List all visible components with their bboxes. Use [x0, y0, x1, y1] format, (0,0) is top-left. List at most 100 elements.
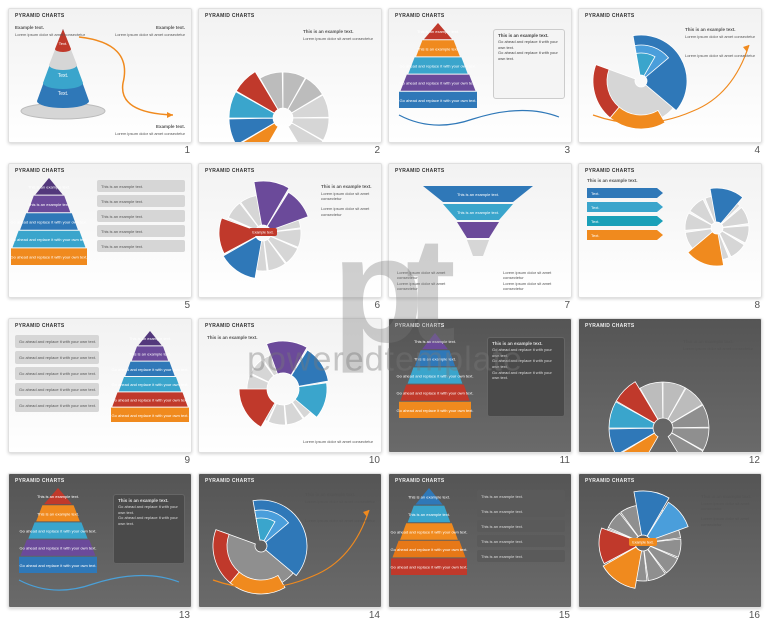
slide-cell-12[interactable]: PYRAMID CHARTS This is an example text.L… — [578, 318, 762, 467]
svg-text:This is an example text.: This is an example text. — [417, 29, 459, 34]
svg-text:Go ahead and replace it with y: Go ahead and replace it with your own te… — [391, 565, 468, 570]
svg-text:Example text.: Example text. — [632, 541, 653, 545]
svg-text:Text.: Text. — [58, 91, 69, 97]
svg-text:This is an example text.: This is an example text. — [37, 494, 79, 499]
svg-text:Go ahead and replace it with y: Go ahead and replace it with your own te… — [400, 98, 477, 103]
svg-text:Go ahead and replace it with y: Go ahead and replace it with your own te… — [11, 255, 88, 260]
svg-text:This is an example text.: This is an example text. — [457, 210, 499, 215]
slide-cell-14[interactable]: PYRAMID CHARTS This is an example text.L… — [198, 473, 382, 622]
slide-title: PYRAMID CHARTS — [395, 13, 444, 19]
slide-title: PYRAMID CHARTS — [15, 13, 64, 19]
slide-cell-10[interactable]: PYRAMID CHARTS This is an example text. … — [198, 318, 382, 467]
slide-thumbnail[interactable]: PYRAMID CHARTS This is an example text.L… — [198, 8, 382, 143]
slide-number: 1 — [184, 144, 190, 157]
svg-text:This is an example text.: This is an example text. — [28, 202, 70, 207]
slide-grid: PYRAMID CHARTS Text. Text. Text. Example… — [0, 0, 770, 630]
slide-title: PYRAMID CHARTS — [205, 13, 254, 19]
slide-content: This is an example text. This is an examp… — [13, 488, 187, 603]
slide-content: This is an example text. This is an exam… — [393, 178, 567, 293]
svg-text:Go ahead and replace it with y: Go ahead and replace it with your own te… — [400, 64, 477, 69]
svg-text:Go ahead and replace it with y: Go ahead and replace it with your own te… — [11, 237, 88, 242]
slide-number: 12 — [749, 454, 760, 467]
slide-title: PYRAMID CHARTS — [15, 168, 64, 174]
slide-cell-2[interactable]: PYRAMID CHARTS This is an example text.L… — [198, 8, 382, 157]
slide-content: This is an example text. This is an examp… — [393, 488, 567, 603]
slide-number: 5 — [184, 299, 190, 312]
slide-title: PYRAMID CHARTS — [205, 323, 254, 329]
svg-text:This is an example text.: This is an example text. — [408, 512, 450, 517]
svg-text:Go ahead and replace it with y: Go ahead and replace it with your own te… — [11, 220, 88, 225]
slide-title: PYRAMID CHARTS — [585, 168, 634, 174]
slide-cell-11[interactable]: PYRAMID CHARTS This is an example text. T… — [388, 318, 572, 467]
slide-content: Example text.This is an example text.Lor… — [583, 488, 757, 603]
slide-thumbnail[interactable]: PYRAMID CHARTS This is an example text.L… — [198, 473, 382, 608]
slide-content: This is an example text. Lorem ipsum dol… — [203, 333, 377, 448]
slide-number: 4 — [754, 144, 760, 157]
slide-thumbnail[interactable]: PYRAMID CHARTS This is an example text. … — [388, 163, 572, 298]
slide-thumbnail[interactable]: PYRAMID CHARTS This is an example text.T… — [388, 473, 572, 608]
slide-thumbnail[interactable]: PYRAMID CHARTS This is an example text.L… — [578, 318, 762, 453]
svg-text:This is an example text.: This is an example text. — [37, 511, 79, 516]
slide-title: PYRAMID CHARTS — [205, 168, 254, 174]
slide-cell-13[interactable]: PYRAMID CHARTS This is an example text.T… — [8, 473, 192, 622]
svg-text:Go ahead and replace it with y: Go ahead and replace it with your own te… — [20, 529, 97, 534]
slide-cell-8[interactable]: PYRAMID CHARTS Text.Text.Text.Text. This… — [578, 163, 762, 312]
slide-number: 13 — [179, 609, 190, 622]
svg-text:This is an example text.: This is an example text. — [129, 336, 171, 341]
svg-text:Go ahead and replace it with y: Go ahead and replace it with your own te… — [112, 413, 189, 418]
slide-title: PYRAMID CHARTS — [585, 478, 634, 484]
slide-cell-3[interactable]: PYRAMID CHARTS This is an example text. T… — [388, 8, 572, 157]
slide-thumbnail[interactable]: PYRAMID CHARTS Text.Text.Text.Text. This… — [578, 163, 762, 298]
svg-text:This is an example text.: This is an example text. — [414, 339, 456, 344]
svg-text:Go ahead and replace it with y: Go ahead and replace it with your own te… — [391, 547, 468, 552]
slide-thumbnail[interactable]: PYRAMID CHARTS This is an example text. T… — [388, 318, 572, 453]
svg-text:This is an example text.: This is an example text. — [414, 356, 456, 361]
slide-content: This is an example text.Lorem ipsum dolo… — [583, 333, 757, 448]
svg-text:Go ahead and replace it with y: Go ahead and replace it with your own te… — [400, 81, 477, 86]
svg-text:This is an example text.: This is an example text. — [417, 46, 459, 51]
slide-cell-15[interactable]: PYRAMID CHARTS This is an example text.T… — [388, 473, 572, 622]
slide-thumbnail[interactable]: PYRAMID CHARTS Example text.This is an e… — [578, 473, 762, 608]
slide-content: This is an example text.Lorem ipsum dolo… — [583, 23, 757, 138]
slide-title: PYRAMID CHARTS — [15, 323, 64, 329]
svg-text:Go ahead and replace it with y: Go ahead and replace it with your own te… — [397, 408, 474, 413]
svg-text:Go ahead and replace it with y: Go ahead and replace it with your own te… — [20, 563, 97, 568]
slide-thumbnail[interactable]: PYRAMID CHARTS This is an example text.T… — [8, 163, 192, 298]
slide-cell-5[interactable]: PYRAMID CHARTS This is an example text.T… — [8, 163, 192, 312]
slide-cell-1[interactable]: PYRAMID CHARTS Text. Text. Text. Example… — [8, 8, 192, 157]
slide-thumbnail[interactable]: PYRAMID CHARTS This is an example text. T… — [388, 8, 572, 143]
svg-text:This is an example text.: This is an example text. — [129, 352, 171, 357]
slide-title: PYRAMID CHARTS — [585, 323, 634, 329]
slide-title: PYRAMID CHARTS — [585, 13, 634, 19]
slide-content: Go ahead and replace it with your own te… — [13, 333, 187, 448]
slide-cell-9[interactable]: PYRAMID CHARTS Go ahead and replace it w… — [8, 318, 192, 467]
slide-cell-16[interactable]: PYRAMID CHARTS Example text.This is an e… — [578, 473, 762, 622]
slide-thumbnail[interactable]: PYRAMID CHARTS Go ahead and replace it w… — [8, 318, 192, 453]
svg-text:Text.: Text. — [58, 73, 69, 79]
slide-cell-4[interactable]: PYRAMID CHARTS This is an example text.L… — [578, 8, 762, 157]
slide-content: This is an example text.This is an examp… — [13, 178, 187, 293]
slide-cell-7[interactable]: PYRAMID CHARTS This is an example text. … — [388, 163, 572, 312]
svg-text:Go ahead and replace it with y: Go ahead and replace it with your own te… — [391, 530, 468, 535]
slide-number: 9 — [184, 454, 190, 467]
svg-text:Go ahead and replace it with y: Go ahead and replace it with your own te… — [397, 374, 474, 379]
slide-number: 14 — [369, 609, 380, 622]
svg-text:This is an example text.: This is an example text. — [408, 494, 450, 499]
slide-content: Text.Text.Text.Text. This is an example … — [583, 178, 757, 293]
slide-thumbnail[interactable]: PYRAMID CHARTS This is an example text.L… — [578, 8, 762, 143]
slide-thumbnail[interactable]: PYRAMID CHARTS This is an example text.T… — [8, 473, 192, 608]
svg-text:Go ahead and replace it with y: Go ahead and replace it with your own te… — [112, 382, 189, 387]
slide-number: 15 — [559, 609, 570, 622]
slide-number: 7 — [564, 299, 570, 312]
slide-number: 11 — [560, 454, 570, 467]
slide-thumbnail[interactable]: PYRAMID CHARTS This is an example text. … — [198, 318, 382, 453]
slide-cell-6[interactable]: PYRAMID CHARTS Example text.This is an e… — [198, 163, 382, 312]
slide-title: PYRAMID CHARTS — [15, 478, 64, 484]
slide-thumbnail[interactable]: PYRAMID CHARTS Text. Text. Text. Example… — [8, 8, 192, 143]
slide-number: 16 — [749, 609, 760, 622]
slide-title: PYRAMID CHARTS — [395, 323, 444, 329]
slide-title: PYRAMID CHARTS — [205, 478, 254, 484]
slide-thumbnail[interactable]: PYRAMID CHARTS Example text.This is an e… — [198, 163, 382, 298]
slide-title: PYRAMID CHARTS — [395, 168, 444, 174]
svg-text:Text.: Text. — [59, 41, 67, 46]
